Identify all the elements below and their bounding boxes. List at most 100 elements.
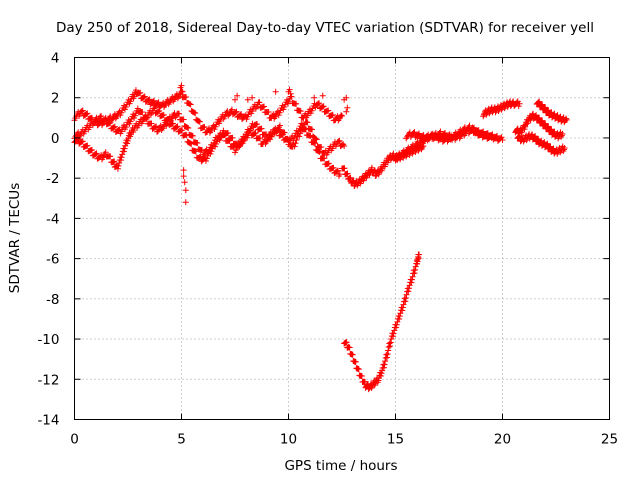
data-point: [390, 330, 397, 337]
data-point: [325, 160, 332, 167]
data-point: [88, 146, 95, 153]
data-point: [523, 137, 530, 144]
data-point: [228, 106, 235, 113]
data-point: [384, 351, 391, 358]
data-point: [291, 143, 298, 150]
data-point: [383, 351, 390, 358]
data-point: [232, 109, 239, 116]
data-point: [488, 132, 495, 139]
data-point: [208, 148, 215, 155]
data-point: [341, 165, 348, 172]
data-point: [183, 132, 190, 139]
data-point: [489, 131, 496, 138]
data-point: [272, 88, 279, 95]
data-point: [150, 97, 157, 104]
data-point: [338, 112, 345, 119]
data-point: [318, 144, 325, 151]
data-point: [409, 150, 416, 157]
series-group: [403, 122, 506, 145]
series-group: [71, 87, 345, 136]
data-point: [247, 127, 254, 134]
data-point: [177, 84, 184, 91]
data-point: [137, 89, 144, 96]
data-point: [548, 126, 555, 133]
data-point: [198, 147, 205, 154]
data-point: [544, 140, 551, 147]
data-point: [377, 372, 384, 379]
data-point: [411, 129, 418, 136]
data-point: [111, 158, 118, 165]
y-axis-label: SDTVAR / TECUs: [7, 183, 23, 293]
data-point: [102, 115, 109, 122]
data-point: [179, 127, 186, 134]
x-tick-label: 5: [177, 432, 186, 448]
data-point: [312, 135, 319, 142]
data-point: [232, 96, 238, 103]
data-point: [541, 121, 548, 128]
data-point: [152, 123, 159, 130]
data-point: [386, 343, 393, 350]
data-point: [547, 126, 554, 133]
data-point: [541, 105, 548, 112]
data-point: [156, 107, 163, 114]
data-point: [560, 147, 567, 154]
data-point: [182, 187, 189, 194]
data-point: [433, 133, 440, 140]
data-point: [134, 105, 141, 112]
data-point: [471, 124, 478, 131]
data-point: [244, 96, 251, 103]
data-point: [402, 298, 409, 305]
data-point: [325, 107, 332, 114]
data-point: [258, 125, 265, 132]
data-point: [484, 129, 491, 136]
data-point: [335, 167, 342, 174]
data-point: [499, 136, 506, 143]
data-point: [411, 270, 418, 277]
data-point: [393, 324, 400, 331]
data-point: [352, 358, 359, 365]
data-point: [559, 130, 566, 137]
x-tick-label: 0: [70, 432, 79, 448]
data-point: [557, 149, 564, 156]
data-point: [361, 378, 368, 385]
data-point: [307, 132, 314, 139]
data-point: [93, 150, 100, 157]
data-point: [145, 96, 152, 103]
data-point: [84, 110, 91, 117]
data-point: [418, 146, 425, 153]
series-group: [71, 105, 348, 160]
data-point: [396, 316, 403, 323]
data-point: [387, 156, 394, 163]
data-point: [378, 370, 385, 377]
data-point: [121, 148, 128, 155]
data-point: [182, 131, 189, 138]
data-point: [387, 339, 394, 346]
data-point: [207, 150, 214, 157]
data-point: [92, 150, 99, 157]
data-point: [160, 111, 167, 118]
data-point: [75, 135, 82, 142]
data-point: [344, 170, 351, 177]
data-point: [151, 104, 158, 111]
series-group: [71, 104, 343, 179]
data-point: [355, 366, 362, 373]
data-point: [196, 154, 203, 161]
data-point: [343, 94, 350, 101]
data-point: [261, 103, 268, 110]
data-point: [118, 154, 125, 161]
data-point: [141, 93, 148, 100]
data-point: [77, 132, 84, 139]
data-point: [336, 137, 343, 144]
data-point: [554, 150, 561, 157]
data-point: [402, 295, 409, 302]
series-group: [512, 110, 566, 142]
data-point: [434, 132, 441, 139]
data-point: [213, 141, 220, 148]
data-point: [336, 171, 343, 178]
data-point: [335, 138, 342, 145]
data-point: [479, 129, 486, 136]
data-point: [294, 131, 301, 138]
data-point: [186, 100, 193, 107]
data-point: [412, 266, 419, 273]
data-point: [493, 132, 500, 139]
